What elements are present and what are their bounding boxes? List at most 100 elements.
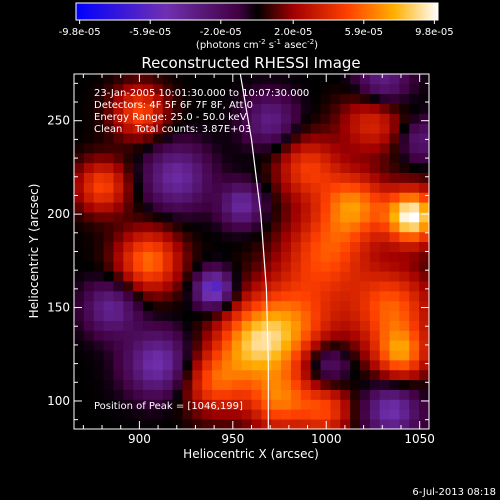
heatmap-cell: [290, 379, 302, 390]
heatmap-cell: [83, 409, 95, 420]
heatmap-cell: [172, 359, 183, 371]
heatmap-cell: [123, 93, 134, 104]
heatmap-cell: [162, 251, 174, 262]
heatmap-cell: [330, 103, 341, 114]
heatmap-cell: [133, 172, 144, 183]
heatmap-cell: [261, 359, 272, 371]
heatmap-cell: [369, 162, 381, 174]
heatmap-cell: [83, 419, 95, 429]
heatmap-cell: [152, 241, 164, 252]
heatmap-cell: [409, 340, 420, 351]
heatmap-cell: [261, 350, 272, 361]
heatmap-cell: [389, 202, 400, 213]
heatmap-cell: [409, 202, 420, 213]
heatmap-cell: [74, 310, 85, 321]
heatmap-cell: [290, 310, 302, 321]
heatmap-cell: [261, 74, 272, 85]
heatmap-cell: [143, 162, 154, 174]
heatmap-cell: [113, 231, 124, 243]
heatmap-cell: [330, 202, 341, 213]
heatmap-cell: [399, 202, 410, 213]
heatmap-cell: [133, 251, 144, 262]
heatmap-cell: [221, 152, 233, 164]
heatmap-cell: [369, 221, 381, 233]
heatmap-cell: [172, 83, 183, 95]
heatmap-cell: [74, 123, 85, 134]
heatmap-cell: [251, 261, 262, 272]
heatmap-cell: [202, 261, 213, 272]
heatmap-cell: [359, 231, 371, 243]
colorbar-tick-label: 9.8e-05: [415, 27, 453, 38]
heatmap-cell: [409, 221, 420, 233]
heatmap-cell: [83, 310, 95, 321]
heatmap-cell: [202, 369, 213, 381]
heatmap-cell: [103, 330, 114, 341]
heatmap-cell: [113, 192, 124, 203]
heatmap-cell: [379, 409, 390, 420]
heatmap-cell: [300, 290, 312, 302]
heatmap-cell: [162, 300, 174, 312]
heatmap-cell: [320, 143, 331, 154]
heatmap-cell: [212, 310, 223, 321]
heatmap-cell: [340, 281, 351, 292]
heatmap-cell: [350, 419, 361, 429]
heatmap-cell: [340, 419, 351, 429]
heatmap-cell: [182, 202, 193, 213]
heatmap-cell: [83, 83, 95, 95]
heatmap-cell: [221, 409, 233, 420]
heatmap-cell: [340, 172, 351, 183]
heatmap-cell: [389, 74, 400, 85]
heatmap-cell: [152, 103, 164, 114]
heatmap-cell: [231, 83, 243, 95]
heatmap-cell: [359, 133, 371, 144]
heatmap-cell: [143, 133, 154, 144]
heatmap-cell: [103, 340, 114, 351]
heatmap-cell: [152, 369, 164, 381]
heatmap-cell: [133, 202, 144, 213]
heatmap-cell: [419, 300, 429, 312]
heatmap-cell: [133, 162, 144, 174]
heatmap-cell: [300, 300, 312, 312]
heatmap-cell: [182, 143, 193, 154]
colorbar-tick-label: 5.9e-05: [345, 27, 383, 38]
heatmap-cell: [192, 330, 203, 341]
heatmap-cell: [113, 103, 124, 114]
heatmap-cell: [74, 300, 85, 312]
heatmap-cell: [389, 389, 400, 400]
heatmap-cell: [212, 74, 223, 85]
heatmap-cell: [379, 300, 390, 312]
heatmap-cell: [271, 320, 282, 331]
heatmap-cell: [143, 379, 154, 390]
heatmap-cell: [231, 103, 243, 114]
heatmap-cell: [310, 212, 321, 223]
heatmap-cell: [241, 231, 252, 243]
heatmap-cell: [74, 172, 85, 183]
heatmap-cell: [330, 419, 341, 429]
heatmap-cell: [320, 340, 331, 351]
heatmap-cell: [212, 409, 223, 420]
heatmap-cell: [359, 103, 371, 114]
heatmap-cell: [281, 143, 292, 154]
heatmap-cell: [202, 399, 213, 410]
heatmap-cell: [103, 241, 114, 252]
heatmap-cell: [281, 271, 292, 282]
heatmap-cell: [221, 320, 233, 331]
heatmap-cell: [113, 300, 124, 312]
heatmap-cell: [202, 320, 213, 331]
heatmap-cell: [133, 133, 144, 144]
heatmap-cell: [143, 74, 154, 85]
heatmap-cell: [340, 143, 351, 154]
heatmap-cell: [320, 261, 331, 272]
heatmap-cell: [123, 182, 134, 193]
heatmap-cell: [310, 182, 321, 193]
heatmap-cell: [340, 133, 351, 144]
heatmap-cell: [251, 143, 262, 154]
heatmap-cell: [369, 241, 381, 252]
heatmap-cell: [212, 182, 223, 193]
heatmap-cell: [143, 221, 154, 233]
heatmap-cell: [113, 330, 124, 341]
heatmap-cell: [113, 83, 124, 95]
heatmap-cell: [369, 300, 381, 312]
heatmap-cell: [290, 202, 302, 213]
heatmap-cell: [271, 330, 282, 341]
